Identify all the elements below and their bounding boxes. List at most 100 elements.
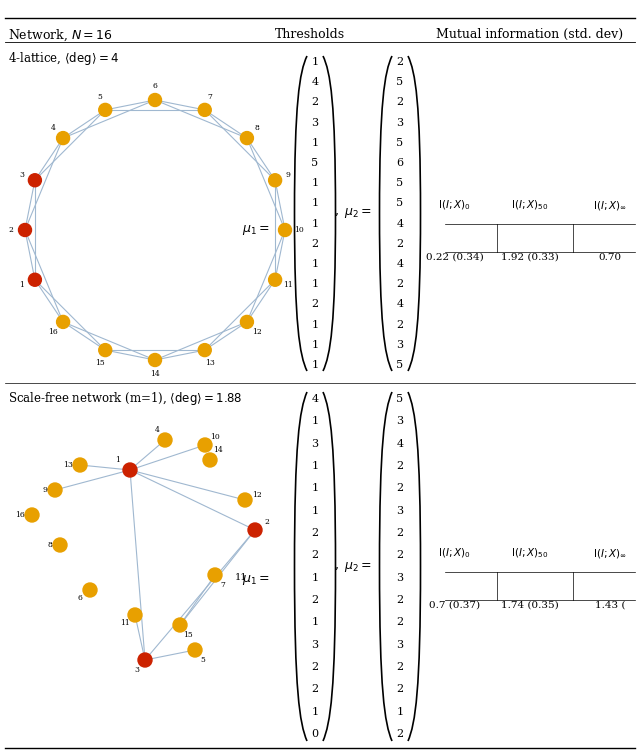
Text: 1: 1 [312, 219, 319, 228]
Text: 2: 2 [396, 484, 404, 493]
Text: 4: 4 [396, 300, 404, 309]
Text: 4: 4 [396, 219, 404, 228]
Circle shape [173, 618, 187, 632]
Text: 1: 1 [116, 456, 120, 464]
Circle shape [158, 433, 172, 447]
Text: 4: 4 [312, 77, 319, 87]
Text: Network, $N = 16$: Network, $N = 16$ [8, 28, 113, 44]
Text: 1: 1 [312, 319, 319, 330]
Text: 2: 2 [396, 662, 404, 672]
Circle shape [99, 104, 112, 116]
Text: 6: 6 [152, 82, 157, 90]
Text: 4: 4 [396, 259, 404, 269]
Text: 5: 5 [396, 394, 404, 404]
Text: 2: 2 [396, 617, 404, 627]
Circle shape [198, 438, 212, 452]
Text: 1: 1 [312, 484, 319, 493]
Text: 0: 0 [312, 728, 319, 739]
Text: 0.7 (0.37): 0.7 (0.37) [429, 601, 481, 610]
Text: 1: 1 [312, 178, 319, 189]
Text: 2: 2 [312, 300, 319, 309]
Circle shape [128, 608, 142, 622]
Text: 14: 14 [150, 370, 160, 378]
Text: 1: 1 [20, 281, 24, 289]
Text: 3: 3 [396, 505, 404, 516]
Text: 1.74 (0.35): 1.74 (0.35) [501, 601, 559, 610]
Circle shape [123, 463, 137, 477]
Text: Scale-free network (m=1), $\langle\mathrm{deg}\rangle = 1.88$: Scale-free network (m=1), $\langle\mathr… [8, 390, 243, 407]
Circle shape [28, 173, 42, 187]
Text: 1: 1 [312, 617, 319, 627]
Text: 11: 11 [120, 619, 130, 627]
Text: $\mathrm{I}(I;X)_{50}$: $\mathrm{I}(I;X)_{50}$ [511, 547, 549, 560]
Circle shape [188, 643, 202, 657]
Text: 1: 1 [312, 707, 319, 716]
Text: 2: 2 [396, 728, 404, 739]
Circle shape [241, 315, 253, 328]
Text: 3: 3 [312, 640, 319, 650]
Text: 2: 2 [396, 279, 404, 289]
Text: 2: 2 [396, 684, 404, 694]
Text: $\mu_1 =$: $\mu_1 =$ [243, 223, 270, 237]
Text: 2: 2 [396, 528, 404, 538]
Text: 15: 15 [183, 631, 193, 639]
Circle shape [269, 273, 282, 286]
Text: 3: 3 [396, 339, 404, 350]
Text: 3: 3 [312, 439, 319, 449]
Circle shape [198, 104, 211, 116]
Text: 1: 1 [312, 57, 319, 67]
Text: 10: 10 [210, 433, 220, 441]
Text: 2: 2 [312, 684, 319, 694]
Text: Thresholds: Thresholds [275, 28, 345, 41]
Text: 0.22 (0.34): 0.22 (0.34) [426, 253, 484, 262]
Text: 2: 2 [8, 226, 13, 234]
Circle shape [56, 315, 70, 328]
Text: 5: 5 [396, 138, 404, 148]
Text: 5: 5 [396, 198, 404, 209]
Circle shape [25, 508, 39, 522]
Text: $\mathrm{I}(I;X)_0$: $\mathrm{I}(I;X)_0$ [438, 547, 472, 560]
Text: $\mathrm{I}(I;X)_0$: $\mathrm{I}(I;X)_0$ [438, 198, 472, 212]
Text: 16: 16 [15, 511, 25, 519]
Text: 4: 4 [396, 439, 404, 449]
Text: 5: 5 [396, 360, 404, 370]
Text: 1: 1 [312, 417, 319, 427]
Text: 3: 3 [134, 666, 140, 674]
Text: 13: 13 [63, 461, 73, 469]
Text: 3: 3 [396, 640, 404, 650]
Text: 12: 12 [252, 328, 262, 336]
Circle shape [28, 273, 42, 286]
Circle shape [203, 453, 217, 467]
Circle shape [238, 493, 252, 507]
Text: 2: 2 [396, 319, 404, 330]
Text: 1: 1 [312, 339, 319, 350]
Circle shape [73, 458, 87, 472]
Text: 10: 10 [294, 226, 304, 234]
Text: 4: 4 [312, 394, 319, 404]
Circle shape [198, 344, 211, 357]
Text: 5: 5 [200, 656, 205, 664]
Text: 2: 2 [396, 595, 404, 605]
Circle shape [248, 523, 262, 537]
Text: 3: 3 [312, 118, 319, 128]
Text: 15: 15 [95, 359, 105, 367]
Text: 16: 16 [48, 328, 58, 336]
Text: 4: 4 [51, 124, 56, 132]
Text: 2: 2 [264, 518, 269, 526]
Text: 5: 5 [396, 77, 404, 87]
Text: $\mathrm{I}(I;X)_{50}$: $\mathrm{I}(I;X)_{50}$ [511, 198, 549, 212]
Text: 2: 2 [312, 595, 319, 605]
Text: 0.70: 0.70 [598, 253, 621, 262]
Circle shape [99, 344, 112, 357]
Text: 1: 1 [312, 138, 319, 148]
Text: 3: 3 [396, 573, 404, 583]
Circle shape [56, 131, 70, 145]
Circle shape [269, 173, 282, 187]
Text: 2: 2 [312, 528, 319, 538]
Text: Mutual information (std. dev): Mutual information (std. dev) [436, 28, 623, 41]
Circle shape [241, 131, 253, 145]
Text: 7: 7 [221, 581, 225, 589]
Text: $,\ \mu_2 =$: $,\ \mu_2 =$ [334, 207, 372, 221]
Text: 2: 2 [396, 239, 404, 249]
Circle shape [48, 483, 62, 497]
